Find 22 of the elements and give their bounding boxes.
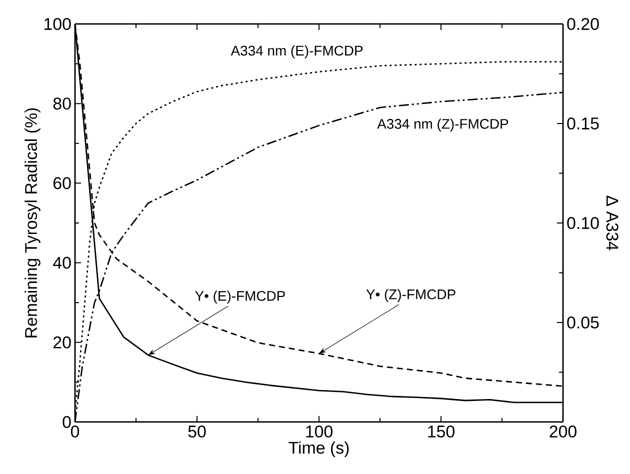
annotation: A334 nm (Z)-FMCDP bbox=[377, 118, 508, 132]
x-tick-label: 200 bbox=[550, 426, 576, 438]
x-tick-label: 150 bbox=[428, 426, 454, 438]
y2-axis-title: Δ A334 bbox=[606, 196, 618, 250]
annotation: Y• (E)-FMCDP bbox=[195, 290, 285, 304]
x-tick-label: 50 bbox=[188, 426, 206, 438]
y-tick-label: 40 bbox=[53, 256, 71, 269]
y-axis-title: Remaining Tyrosyl Radical (%) bbox=[24, 108, 40, 338]
y-tick-label: 60 bbox=[54, 177, 71, 190]
x-tick-label: 0 bbox=[70, 426, 80, 438]
x-axis-title: Time (s) bbox=[288, 441, 349, 458]
y2-tick-label: 0.15 bbox=[567, 117, 599, 130]
y-tick-label: 0 bbox=[62, 416, 71, 428]
y-tick-label: 20 bbox=[54, 336, 71, 348]
y-tick-label: 100 bbox=[44, 18, 71, 30]
y2-tick-label: 0.10 bbox=[567, 216, 599, 229]
annotation: A334 nm (E)-FMCDP bbox=[230, 45, 363, 58]
annotation: Y• (Z)-FMCDP bbox=[366, 289, 456, 302]
y-tick-label: 80 bbox=[53, 98, 71, 110]
x-tick-label: 100 bbox=[306, 426, 332, 438]
y2-tick-label: 0.20 bbox=[567, 18, 599, 30]
y2-tick-label: 0.05 bbox=[567, 316, 599, 328]
